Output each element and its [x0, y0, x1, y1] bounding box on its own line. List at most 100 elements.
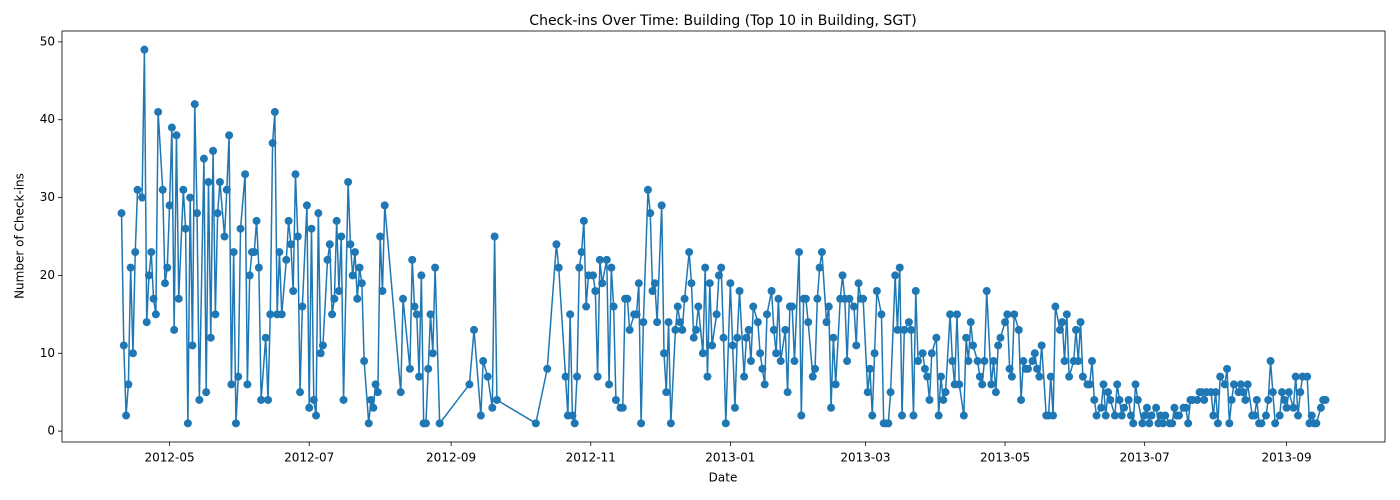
data-point [822, 318, 831, 327]
data-point [1321, 395, 1330, 404]
data-point [328, 310, 337, 319]
data-point [964, 357, 973, 366]
data-point [1074, 357, 1083, 366]
data-point [312, 411, 321, 420]
data-point [124, 380, 133, 389]
data-point [293, 232, 302, 241]
data-point [804, 318, 813, 327]
data-point [426, 310, 435, 319]
data-point [884, 419, 893, 428]
data-point [492, 395, 501, 404]
data-point [760, 380, 769, 389]
data-point [490, 232, 499, 241]
data-point [195, 395, 204, 404]
data-point [1277, 388, 1286, 397]
data-point [357, 279, 366, 288]
data-point [234, 372, 243, 381]
data-point [577, 248, 586, 257]
data-point [733, 333, 742, 342]
data-point [291, 170, 300, 179]
data-point [1065, 372, 1074, 381]
data-point [1115, 395, 1124, 404]
data-point [1264, 395, 1273, 404]
data-point [250, 248, 259, 257]
data-point [435, 419, 444, 428]
data-point [811, 364, 820, 373]
data-point [431, 263, 440, 272]
data-point [410, 302, 419, 311]
data-point [914, 357, 923, 366]
data-point [801, 294, 810, 303]
data-point [215, 178, 224, 187]
data-point [325, 240, 334, 249]
data-point [728, 341, 737, 350]
data-point [923, 372, 932, 381]
data-point [1033, 364, 1042, 373]
data-point [946, 310, 955, 319]
data-point [334, 286, 343, 295]
data-point [128, 349, 137, 358]
data-point [589, 271, 598, 280]
data-point [927, 349, 936, 358]
data-point [554, 263, 563, 272]
data-point [1213, 419, 1222, 428]
data-point [254, 263, 263, 272]
data-point [1023, 364, 1032, 373]
data-point [1017, 395, 1026, 404]
data-point [1200, 395, 1209, 404]
data-point [355, 263, 364, 272]
data-point [186, 193, 195, 202]
data-point [687, 279, 696, 288]
data-point [774, 294, 783, 303]
data-point [625, 325, 634, 334]
data-point [204, 178, 213, 187]
data-point [183, 419, 192, 428]
data-point [637, 419, 646, 428]
data-point [865, 364, 874, 373]
data-point [582, 302, 591, 311]
data-point [428, 349, 437, 358]
data-point [639, 318, 648, 327]
data-point [595, 255, 604, 264]
data-point [252, 216, 261, 225]
data-point [1010, 310, 1019, 319]
x-tick-label: 2012-07 [284, 451, 334, 465]
data-point [1126, 411, 1135, 420]
data-point [817, 248, 826, 257]
data-point [408, 255, 417, 264]
data-point [158, 185, 167, 194]
data-point [813, 294, 822, 303]
data-point [133, 185, 142, 194]
data-point [266, 310, 275, 319]
data-point [643, 185, 652, 194]
data-point [261, 333, 270, 342]
data-point [1120, 403, 1129, 412]
data-point [987, 380, 996, 389]
x-tick-label: 2013-09 [1262, 451, 1312, 465]
data-point [659, 349, 668, 358]
data-point [1007, 372, 1016, 381]
data-point [332, 216, 341, 225]
data-point [1117, 411, 1126, 420]
data-point [465, 380, 474, 389]
data-point [225, 131, 234, 140]
data-point [591, 286, 600, 295]
data-point [470, 325, 479, 334]
data-point [579, 216, 588, 225]
data-point [1124, 395, 1133, 404]
data-point [1014, 325, 1023, 334]
data-point [1223, 364, 1232, 373]
data-point [1316, 403, 1325, 412]
data-point [909, 411, 918, 420]
data-point [149, 294, 158, 303]
data-point [369, 403, 378, 412]
data-point [781, 325, 790, 334]
data-point [1147, 411, 1156, 420]
data-point [1055, 325, 1064, 334]
data-point [845, 294, 854, 303]
data-point [1076, 318, 1085, 327]
data-point [314, 209, 323, 218]
data-point [1131, 380, 1140, 389]
data-point [829, 333, 838, 342]
data-point [991, 388, 1000, 397]
